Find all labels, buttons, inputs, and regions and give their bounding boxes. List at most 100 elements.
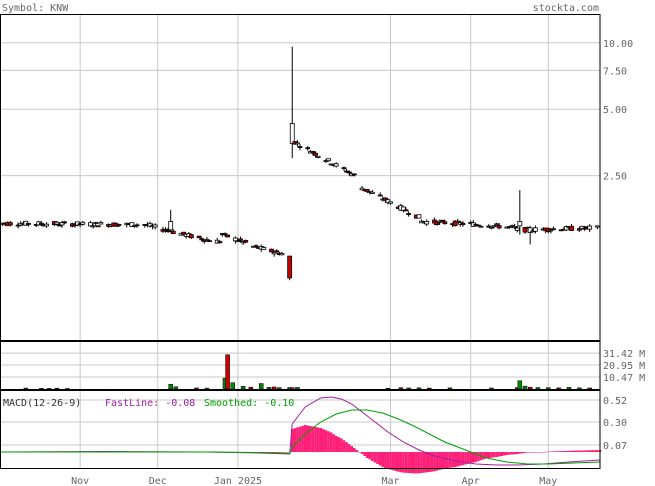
volume-bar [406, 387, 411, 390]
volume-bar [289, 387, 295, 390]
volume-bar [194, 387, 199, 390]
macd-histogram-bar [500, 452, 504, 456]
price-candle [269, 248, 274, 253]
macd-histogram-bar [378, 452, 382, 466]
candle-body [434, 220, 440, 226]
macd-histogram-bar [461, 452, 465, 466]
macd-histogram-bar [446, 452, 449, 469]
macd-frame [0, 390, 601, 469]
macd-histogram-bar [350, 446, 354, 452]
candle-body [129, 222, 135, 227]
macd-histogram-bar [275, 452, 279, 453]
macd-histogram-bar [309, 426, 312, 452]
price-candle [359, 185, 365, 191]
macd-histogram-bar [381, 452, 385, 467]
candle-body [522, 226, 528, 233]
price-candle [401, 206, 406, 213]
price-candle [165, 228, 171, 233]
macd-histogram-bar [324, 430, 328, 452]
macd-histogram-bar [347, 444, 351, 452]
macd-histogram-bar [345, 442, 348, 452]
volume-tick-label: 20.95 M [603, 361, 645, 372]
macd-histogram-bar [552, 451, 555, 452]
volume-bar [577, 387, 582, 390]
candle-body [80, 221, 86, 225]
macd-histogram-bar [578, 450, 581, 452]
candle-body [26, 222, 31, 225]
candle-body [310, 151, 316, 154]
macd-histogram-bar [562, 451, 566, 452]
candle-body [455, 220, 461, 223]
price-candle [261, 246, 267, 250]
macd-histogram-bar [469, 452, 472, 464]
macd-histogram-bar [278, 452, 281, 453]
price-candle [168, 209, 174, 233]
site-label[interactable]: stockta.com [533, 3, 599, 14]
macd-histogram-bar [391, 452, 395, 471]
macd-histogram-bar [314, 427, 317, 452]
candle-body [351, 173, 357, 176]
candle-body [163, 228, 168, 231]
volume-bar [204, 387, 210, 390]
price-candle [207, 239, 212, 243]
candle-body [576, 228, 582, 231]
price-candle [491, 225, 497, 229]
macd-histogram-bar [567, 450, 571, 452]
candle-body [403, 209, 409, 212]
price-candle [460, 221, 466, 227]
macd-histogram-bar [453, 452, 457, 467]
candle-body [217, 241, 223, 244]
price-candle [315, 155, 321, 159]
macd-panel [0, 396, 602, 474]
candle-body [287, 255, 293, 279]
candle-body [274, 250, 280, 253]
price-candle [494, 222, 499, 226]
macd-histogram-bar [415, 452, 418, 474]
macd-histogram-bar [544, 451, 547, 453]
macd-histogram-bar [399, 452, 403, 473]
candle-body [44, 223, 49, 227]
candle-body [204, 239, 210, 241]
macd-histogram-bar [321, 429, 325, 452]
macd-histogram-bar [554, 451, 558, 452]
price-candle [478, 225, 484, 228]
candle-body [165, 230, 171, 232]
macd-histogram-bar [515, 452, 519, 454]
candle-body [93, 222, 99, 224]
candle-body [116, 224, 122, 226]
candle-body [341, 167, 347, 170]
macd-histogram-bar [456, 452, 460, 467]
price-candle [595, 225, 600, 230]
volume-bar [54, 387, 60, 390]
candle-body [289, 123, 295, 144]
price-candle [310, 150, 316, 156]
macd-histogram-bar [588, 450, 591, 452]
volume-bar [489, 387, 494, 390]
candle-body [152, 224, 158, 228]
price-candle [587, 224, 593, 233]
candle-body [359, 187, 365, 191]
macd-histogram-bar [337, 437, 341, 452]
macd-histogram-bar [306, 425, 310, 452]
price-candle [188, 233, 194, 239]
volume-bar [277, 387, 282, 390]
price-candle [403, 207, 409, 212]
macd-histogram-bar [407, 452, 410, 473]
price-candle [243, 239, 249, 244]
price-candle [170, 229, 176, 235]
price-candle [26, 222, 31, 227]
price-candle [222, 232, 228, 237]
macd-histogram-bar [575, 450, 579, 452]
macd-histogram-bar [394, 452, 397, 471]
candle-body [235, 240, 241, 243]
price-candle [416, 214, 422, 219]
macd-histogram-bar [334, 436, 338, 452]
macd-histogram-bar [376, 452, 379, 464]
candle-body [88, 222, 93, 227]
macd-histogram-bar [368, 452, 372, 460]
candle-body [279, 253, 285, 256]
macd-histogram-bar [495, 452, 498, 457]
volume-bar [39, 388, 44, 390]
macd-histogram-bar [371, 452, 374, 461]
macd-histogram-bar [389, 452, 392, 470]
